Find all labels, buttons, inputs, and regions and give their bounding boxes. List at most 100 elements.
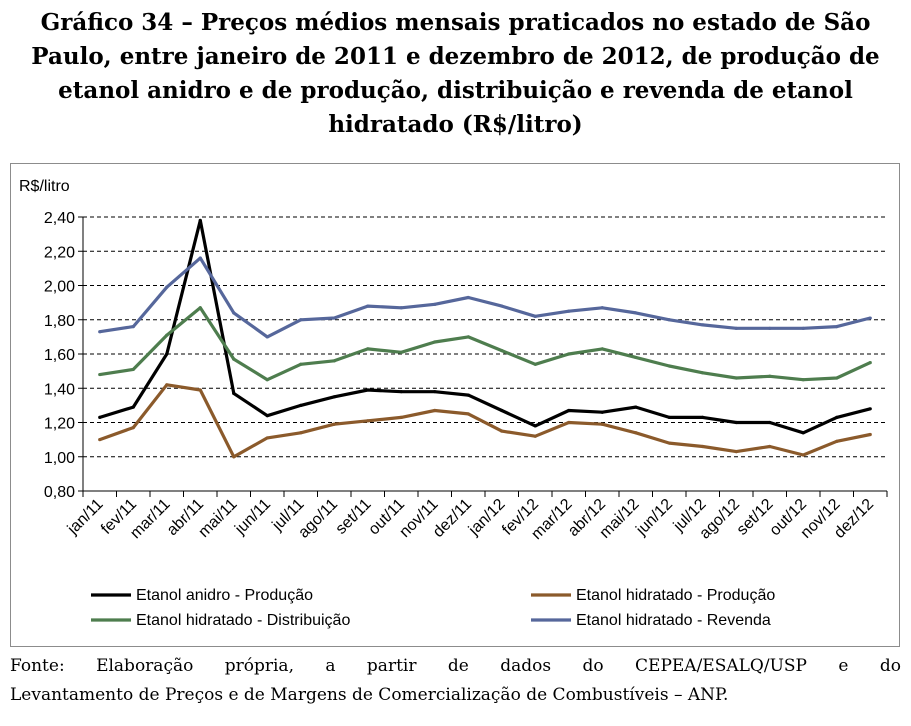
- series-1-point: [399, 390, 403, 394]
- series-2-point: [131, 426, 135, 430]
- series-1-point: [667, 415, 671, 419]
- series-1-point: [366, 388, 370, 392]
- series-1-point: [835, 415, 839, 419]
- y-tick-label: 2,00: [44, 279, 75, 296]
- y-tick-label: 1,20: [44, 416, 75, 433]
- series-1-point: [198, 218, 202, 223]
- series-1-point: [500, 408, 504, 413]
- series-3-point: [868, 360, 872, 365]
- series-2-point: [165, 383, 169, 387]
- source-note: Fonte: Elaboração própria, a partir de d…: [10, 652, 901, 710]
- series-1-point: [265, 414, 269, 418]
- x-tick-label: jan/11: [64, 496, 107, 539]
- series-3-point: [634, 355, 638, 360]
- series-1-point: [299, 403, 303, 407]
- series-3-point: [366, 347, 370, 351]
- line-chart: R$/litro 0,80 1,00 1,20 1,40 1,60 1,80 2,00 2,20…: [19, 178, 888, 629]
- series-line-2: [99, 383, 871, 459]
- series-4-point: [734, 326, 738, 330]
- series-line-3: [99, 306, 871, 382]
- series-4-point: [868, 316, 872, 320]
- series-4-point: [667, 318, 671, 322]
- chart-title: Gráfico 34 – Preços médios mensais prati…: [31, 9, 880, 138]
- series-3-point: [198, 306, 202, 310]
- series-4-point: [131, 325, 135, 329]
- series-line-1: [99, 218, 871, 435]
- series-2-point: [433, 408, 437, 413]
- series-3-point: [768, 374, 772, 378]
- series-1-point: [98, 415, 102, 419]
- series-3-point: [500, 348, 504, 353]
- series-4-point: [198, 256, 202, 260]
- series-4-point: [466, 295, 470, 300]
- series-3-point: [533, 362, 537, 366]
- series-4-point: [332, 316, 336, 320]
- y-tick-label: 1,40: [44, 381, 75, 398]
- y-tick-label: 1,60: [44, 347, 75, 364]
- series-3-point: [165, 333, 169, 337]
- series-4-point: [299, 318, 303, 322]
- series-3-point: [232, 357, 236, 361]
- series-1-point: [232, 391, 236, 395]
- legend-label: Etanol hidratado - Distribuição: [136, 612, 350, 629]
- series-3-point: [399, 350, 403, 354]
- x-tick-label: mai/11: [195, 496, 240, 541]
- series-4-point: [399, 306, 403, 310]
- series-4-point: [232, 311, 236, 315]
- series-1-point: [533, 424, 537, 428]
- series-4-point: [701, 323, 705, 327]
- series-1-point: [701, 415, 705, 419]
- series-1-point: [567, 408, 571, 413]
- series-4-point: [600, 306, 604, 310]
- series-3-point: [734, 376, 738, 380]
- series-3-point: [265, 378, 269, 382]
- series-3-point: [567, 352, 571, 356]
- x-tick-label: dez/11: [430, 496, 475, 541]
- series-2-point: [232, 455, 236, 459]
- y-tick-label: 1,00: [44, 450, 75, 467]
- x-tick-label: jun/12: [633, 496, 677, 540]
- series-1-point: [466, 393, 470, 397]
- y-tick-label: 1,80: [44, 313, 75, 330]
- y-tick-label: 2,20: [44, 244, 75, 261]
- series-3-point: [701, 371, 705, 375]
- series-3-point: [466, 335, 470, 339]
- series-2-point: [801, 453, 805, 457]
- series-2-point: [634, 431, 638, 435]
- series-2-point: [835, 439, 839, 443]
- series-1-point: [600, 410, 604, 414]
- series-2-point: [332, 422, 336, 426]
- series-2-point: [701, 444, 705, 449]
- series-2-point: [466, 412, 470, 416]
- series-4-point: [500, 304, 504, 308]
- series-2-point: [734, 450, 738, 454]
- series-2-point: [768, 444, 772, 449]
- series-1-point: [433, 390, 437, 394]
- series-3-point: [433, 340, 437, 344]
- series-line-4: [99, 256, 871, 339]
- series-3-point: [835, 376, 839, 380]
- series-1-point: [332, 395, 336, 399]
- series-4-point: [801, 326, 805, 330]
- x-tick-label: jan/12: [465, 496, 509, 540]
- source-line-2: Levantamento de Preços e de Margens de C…: [10, 685, 729, 705]
- series-3-point: [332, 359, 336, 363]
- series-2-point: [98, 438, 102, 442]
- x-tick-label: jun/11: [231, 496, 274, 539]
- series-1-point: [801, 431, 805, 435]
- series-4-point: [634, 311, 638, 315]
- series-4-point: [768, 326, 772, 330]
- series-1-point: [868, 407, 872, 411]
- x-tick-label: set/11: [333, 496, 375, 538]
- series-2-point: [299, 431, 303, 435]
- series-3-point: [667, 364, 671, 368]
- series-1-point: [768, 420, 772, 425]
- series-2-point: [198, 388, 202, 392]
- series-2-point: [500, 429, 504, 433]
- series-1-point: [734, 420, 738, 425]
- series-2-point: [600, 422, 604, 426]
- series-2-point: [567, 420, 571, 425]
- series-4-point: [433, 302, 437, 306]
- series-2-point: [366, 419, 370, 423]
- source-line-1: Fonte: Elaboração própria, a partir de d…: [10, 656, 901, 676]
